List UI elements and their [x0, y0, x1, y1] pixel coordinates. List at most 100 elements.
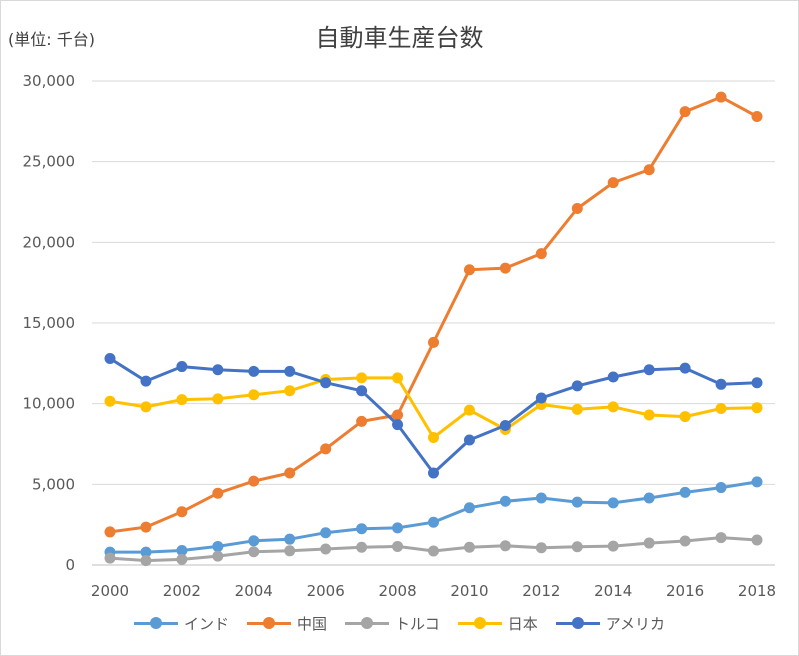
data-point	[751, 534, 763, 546]
data-point	[607, 401, 619, 413]
data-point	[176, 544, 188, 556]
data-point	[176, 361, 188, 373]
data-point	[535, 248, 547, 260]
x-tick-label: 2014	[594, 582, 632, 600]
data-point	[356, 541, 368, 553]
data-point	[571, 496, 583, 508]
data-point	[715, 403, 727, 415]
data-point	[679, 411, 691, 423]
data-point	[248, 535, 260, 547]
data-point	[104, 552, 116, 564]
data-point	[212, 364, 224, 376]
x-tick-label: 2016	[666, 582, 704, 600]
x-tick-label: 2000	[91, 582, 129, 600]
x-tick-label: 2018	[738, 582, 776, 600]
data-point	[428, 545, 439, 557]
y-tick-label: 30,000	[23, 72, 76, 90]
data-point	[248, 365, 260, 377]
legend-swatch	[457, 617, 502, 629]
series-line-3	[109, 376, 758, 439]
data-point	[104, 395, 116, 407]
data-point	[499, 419, 511, 431]
data-point	[428, 432, 439, 444]
unit-label: (単位: 千台)	[8, 30, 95, 49]
data-point	[463, 264, 475, 276]
data-point	[284, 545, 296, 557]
data-point	[715, 378, 727, 390]
data-point	[463, 541, 475, 553]
data-point	[320, 443, 332, 455]
data-point	[463, 404, 475, 416]
data-point	[571, 202, 583, 214]
data-point	[607, 540, 619, 552]
data-point	[176, 506, 188, 518]
data-point	[356, 372, 368, 384]
x-tick-label: 2002	[163, 582, 201, 600]
legend-label: トルコ	[395, 614, 440, 633]
data-point	[571, 541, 583, 553]
data-point	[571, 380, 583, 392]
data-point	[284, 365, 296, 377]
data-point	[392, 372, 404, 384]
data-point	[212, 540, 224, 552]
data-point	[643, 164, 655, 176]
chart-plot: 0 5,000 10,000 15,000 20,000 25,000 30,000 2000…	[23, 72, 777, 600]
legend-label: アメリカ	[605, 614, 665, 633]
data-point	[571, 403, 583, 415]
data-point	[392, 540, 404, 552]
chart-title: 自動車生産台数	[315, 24, 484, 52]
data-point	[751, 110, 763, 122]
legend-item: アメリカ	[555, 610, 665, 636]
data-point	[356, 385, 368, 397]
legend-item: 日本	[457, 610, 538, 636]
data-point	[463, 434, 475, 446]
data-point	[320, 377, 332, 389]
data-point	[428, 467, 439, 479]
data-point	[284, 385, 296, 397]
data-point	[140, 375, 152, 387]
data-point	[679, 535, 691, 547]
data-point	[140, 401, 152, 413]
legend-swatch	[345, 617, 390, 629]
data-point	[428, 336, 439, 348]
data-point	[104, 526, 116, 538]
data-point	[679, 486, 691, 498]
data-point	[715, 482, 727, 494]
data-point	[392, 522, 404, 534]
data-point	[140, 555, 152, 567]
y-tick-label: 20,000	[23, 233, 76, 251]
x-tick-label: 2006	[307, 582, 345, 600]
data-point	[140, 546, 152, 558]
legend-label: 中国	[297, 614, 328, 633]
data-point	[499, 262, 511, 274]
data-point	[140, 521, 152, 533]
data-point	[428, 516, 439, 528]
data-point	[607, 497, 619, 509]
data-point	[392, 419, 404, 431]
data-point	[392, 409, 404, 421]
y-tick-label: 10,000	[23, 395, 76, 413]
series-line-1	[109, 95, 758, 534]
data-point	[499, 540, 511, 552]
data-point	[356, 415, 368, 427]
data-point	[607, 371, 619, 383]
legend-swatch	[133, 617, 178, 629]
x-tick-label: 2012	[522, 582, 560, 600]
data-point	[356, 523, 368, 535]
data-point	[643, 364, 655, 376]
data-point	[751, 402, 763, 414]
legend-swatch	[247, 617, 291, 629]
data-point	[643, 409, 655, 421]
data-point	[104, 352, 116, 364]
y-tick-label: 5,000	[32, 475, 75, 493]
data-point	[320, 527, 332, 539]
data-point	[212, 487, 224, 499]
legend-item: トルコ	[345, 610, 440, 636]
data-point	[679, 106, 691, 118]
y-tick-label: 0	[65, 556, 75, 574]
data-point	[248, 546, 260, 558]
data-point	[248, 389, 260, 401]
data-point	[212, 550, 224, 562]
data-point	[248, 475, 260, 487]
y-tick-label: 15,000	[23, 314, 76, 332]
